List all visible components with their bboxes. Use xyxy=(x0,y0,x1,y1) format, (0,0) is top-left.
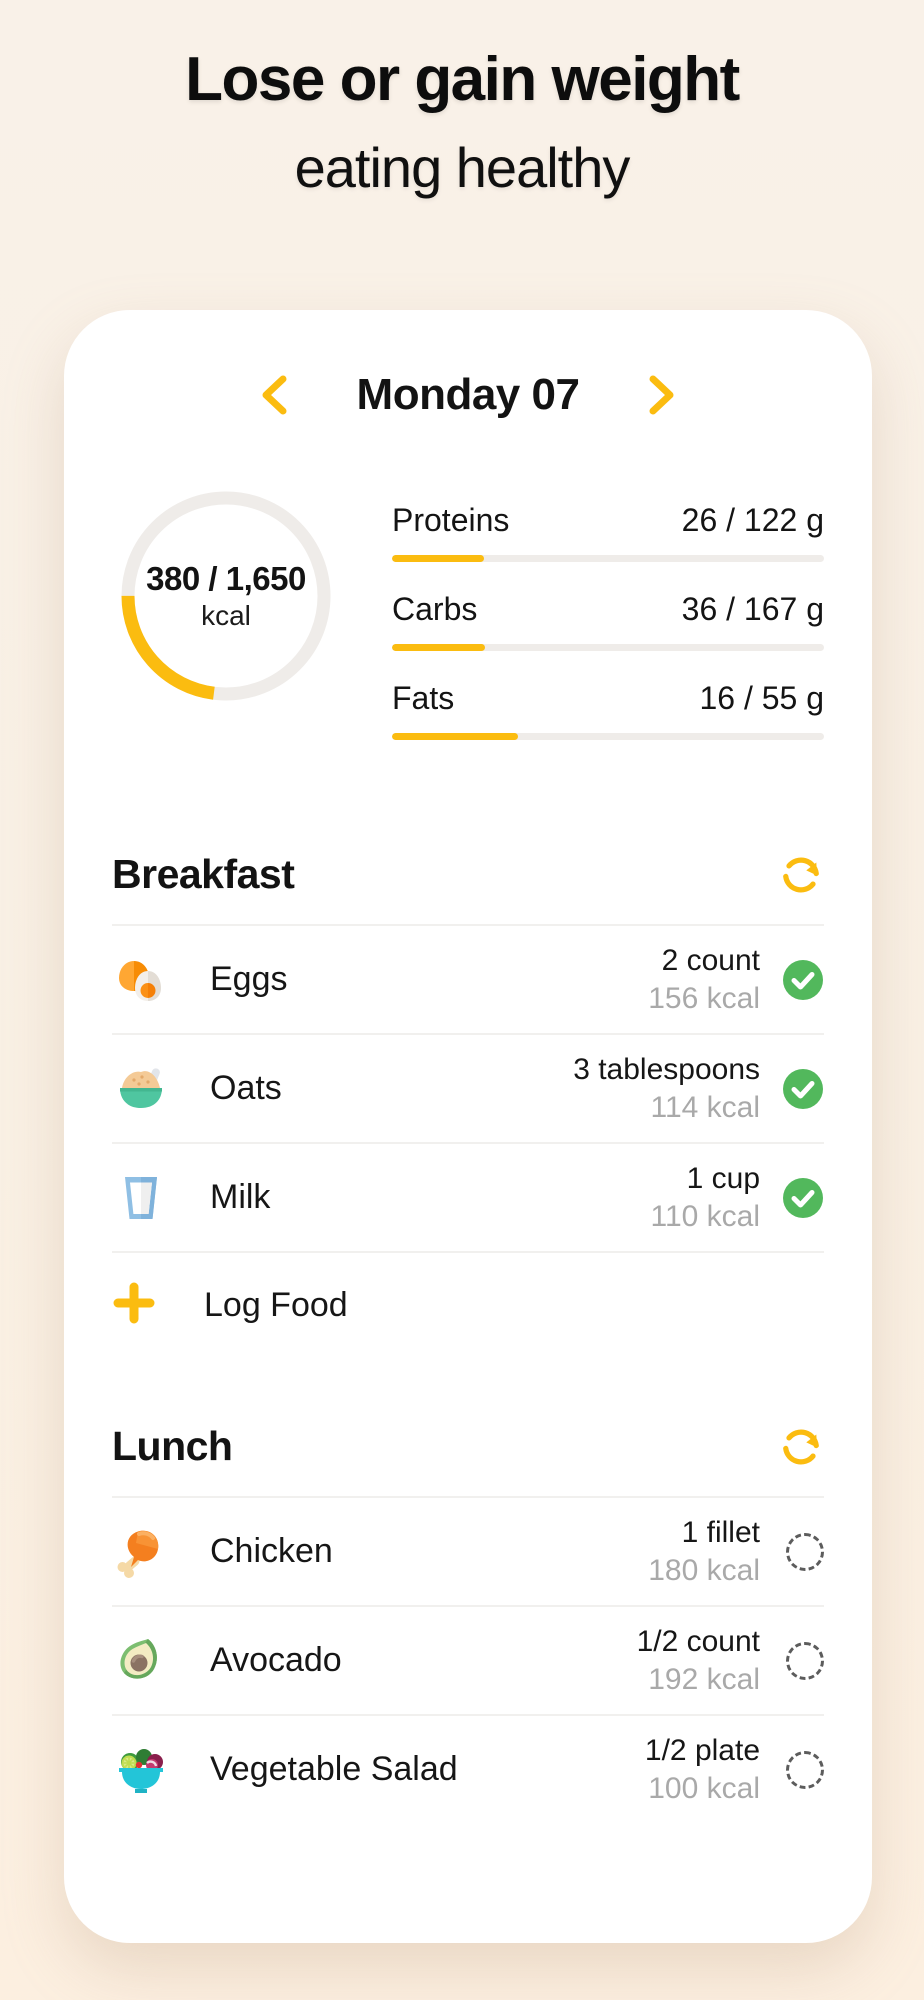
macro-label: Proteins xyxy=(392,502,510,538)
food-serving: 1/2 plate xyxy=(644,1733,760,1767)
log-food-button[interactable]: Log Food xyxy=(112,1253,824,1357)
diary-card: Monday 07 380 / 1,650 kcal xyxy=(64,310,872,1943)
section-title-lunch: Lunch xyxy=(112,1423,233,1469)
chevron-left-icon xyxy=(257,375,291,421)
food-row-eggs[interactable]: Eggs 2 count 156 kcal xyxy=(112,926,824,1033)
section-title-breakfast: Breakfast xyxy=(112,851,295,897)
checked-icon[interactable] xyxy=(782,959,824,1001)
macro-label: Fats xyxy=(392,680,455,716)
divider xyxy=(112,1605,824,1607)
food-serving: 3 tablespoons xyxy=(573,1052,760,1086)
food-kcal: 100 kcal xyxy=(648,1771,760,1805)
breakfast-section-header: Breakfast xyxy=(112,851,824,898)
macro-progress-track xyxy=(392,644,824,651)
food-kcal: 180 kcal xyxy=(648,1553,760,1587)
food-name: Eggs xyxy=(210,960,288,998)
calorie-summary-text: 380 / 1,650 kcal xyxy=(114,484,338,708)
macro-progress-track xyxy=(392,733,824,740)
macro-label: Carbs xyxy=(392,591,478,627)
macro-row-carbs: Carbs 36 / 167 g xyxy=(392,591,824,651)
calorie-progress-arc xyxy=(121,491,331,701)
page-title: Lose or gain weight xyxy=(185,45,740,114)
hero-header: Lose or gain weight eating healthy xyxy=(0,0,924,200)
refresh-lunch-button[interactable] xyxy=(778,1424,824,1470)
daily-summary: 380 / 1,650 kcal Proteins 26 / 122 g xyxy=(112,484,824,769)
macro-progress-fill xyxy=(392,733,518,740)
refresh-icon xyxy=(778,1429,824,1473)
lunch-section-header: Lunch xyxy=(112,1423,824,1470)
salad-icon xyxy=(112,1741,170,1799)
food-row-vegetable-salad[interactable]: Vegetable Salad 1/2 plate 100 kcal xyxy=(112,1716,824,1823)
divider xyxy=(112,1714,824,1716)
food-serving: 1 fillet xyxy=(681,1515,760,1549)
food-name: Avocado xyxy=(210,1641,342,1679)
macro-value: 26 / 122 g xyxy=(681,502,824,538)
chicken-icon xyxy=(112,1523,170,1581)
divider xyxy=(112,1251,824,1253)
food-serving: 2 count xyxy=(661,943,760,977)
plus-icon xyxy=(112,1281,156,1330)
calorie-donut: 380 / 1,650 kcal xyxy=(114,484,338,708)
page-subtitle: eating healthy xyxy=(294,136,631,199)
unchecked-circle[interactable] xyxy=(782,1641,824,1680)
divider xyxy=(112,1033,824,1035)
macro-row-fats: Fats 16 / 55 g xyxy=(392,680,824,740)
calorie-unit: kcal xyxy=(201,600,251,631)
checked-icon[interactable] xyxy=(782,1177,824,1219)
food-name: Milk xyxy=(210,1178,271,1216)
macro-value: 36 / 167 g xyxy=(681,591,824,627)
divider xyxy=(112,1496,824,1498)
next-day-button[interactable] xyxy=(645,372,679,418)
food-kcal: 110 kcal xyxy=(650,1199,760,1233)
date-navigation: Monday 07 xyxy=(112,370,824,420)
chevron-right-icon xyxy=(645,375,679,421)
food-row-avocado[interactable]: Avocado 1/2 count 192 kcal xyxy=(112,1607,824,1714)
food-row-milk[interactable]: Milk 1 cup 110 kcal xyxy=(112,1144,824,1251)
macros-panel: Proteins 26 / 122 g Carbs 36 / 167 g xyxy=(392,484,824,769)
macro-progress-fill xyxy=(392,555,485,562)
refresh-icon xyxy=(778,857,824,901)
divider xyxy=(112,924,824,926)
divider xyxy=(112,1142,824,1144)
macro-progress-fill xyxy=(392,644,486,651)
log-food-label: Log Food xyxy=(204,1285,348,1324)
food-row-chicken[interactable]: Chicken 1 fillet 180 kcal xyxy=(112,1498,824,1605)
food-name: Chicken xyxy=(210,1532,333,1570)
oats-icon xyxy=(112,1060,170,1118)
eggs-icon xyxy=(112,951,170,1009)
macro-value: 16 / 55 g xyxy=(699,680,824,716)
macro-row-proteins: Proteins 26 / 122 g xyxy=(392,502,824,562)
food-serving: 1 cup xyxy=(686,1161,760,1195)
avocado-icon xyxy=(112,1632,170,1690)
prev-day-button[interactable] xyxy=(257,372,291,418)
macro-progress-track xyxy=(392,555,824,562)
calorie-value: 380 / 1,650 xyxy=(146,560,306,597)
food-name: Vegetable Salad xyxy=(210,1750,458,1788)
food-name: Oats xyxy=(210,1069,282,1107)
food-kcal: 192 kcal xyxy=(648,1662,760,1696)
checked-icon[interactable] xyxy=(782,1068,824,1110)
unchecked-circle[interactable] xyxy=(782,1750,824,1789)
calorie-donut-svg xyxy=(121,491,331,701)
food-kcal: 114 kcal xyxy=(650,1090,760,1124)
food-serving: 1/2 count xyxy=(636,1624,760,1658)
food-row-oats[interactable]: Oats 3 tablespoons 114 kcal xyxy=(112,1035,824,1142)
food-kcal: 156 kcal xyxy=(648,981,760,1015)
date-label: Monday 07 xyxy=(356,370,580,419)
unchecked-circle[interactable] xyxy=(782,1532,824,1571)
refresh-breakfast-button[interactable] xyxy=(778,852,824,898)
milk-icon xyxy=(112,1169,170,1227)
